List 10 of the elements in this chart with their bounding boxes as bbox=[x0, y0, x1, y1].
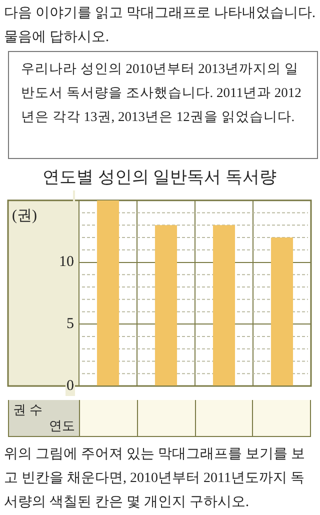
text: 연도 bbox=[49, 417, 75, 435]
y-tick-label: 5 bbox=[66, 316, 74, 332]
chart-title: 연도별 성인의 일반독서 독서량 bbox=[42, 168, 276, 187]
text: 위의 그림에 주어져 있는 막대그래프를 보기를 보고 빈칸을 채운다면, 2010년부터 2011년도까지 독서량의 색칠된 칸은 몇 개인지 구하시오. bbox=[4, 446, 306, 512]
text: 다음 이야기를 읽고 막대그래프로 나타내었습니다. 물음에 답하시오. bbox=[4, 5, 316, 47]
y-tick-label: 0 bbox=[66, 378, 74, 394]
y-tick-label: 10 bbox=[59, 254, 74, 270]
text: 우리나라 성인의 2010년부터 2013년까지의 일반도서 독서량을 조사했습니다. 2011년과 2012년은 각각 13권, 2013년은 12권을 읽었습니다. bbox=[8, 51, 318, 159]
y-axis-title: (권) bbox=[12, 208, 37, 224]
text: 권 수 bbox=[13, 401, 42, 419]
